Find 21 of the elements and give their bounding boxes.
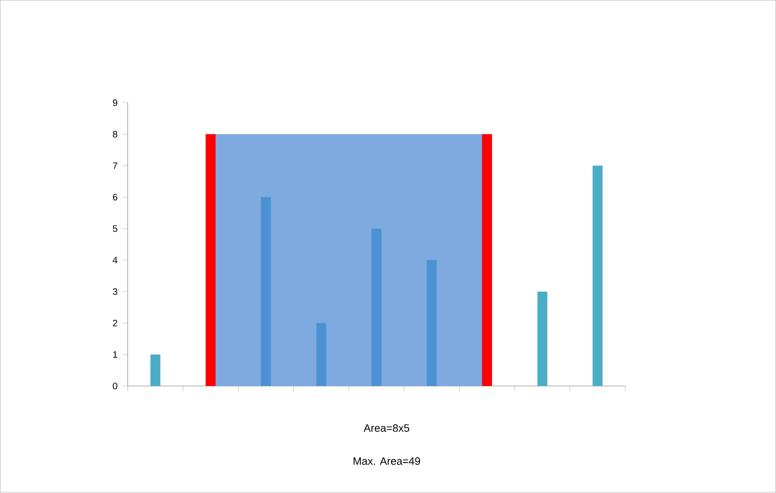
y-tick-label: 8	[112, 131, 118, 138]
y-tick-label: 5	[112, 225, 118, 232]
bar	[371, 228, 382, 386]
y-tick-label: 9	[112, 100, 118, 106]
y-tick-label: 7	[112, 162, 118, 170]
bar	[316, 323, 326, 386]
y-tick-label: 1	[113, 351, 118, 358]
text: Area=8x5	[364, 424, 410, 432]
y-tick-label: 2	[112, 320, 118, 326]
y-tick-label: 6	[112, 194, 118, 201]
y-tick-label: 3	[112, 288, 118, 296]
bar	[150, 354, 160, 386]
y-tick-label: 0	[112, 382, 118, 390]
text: Max. Area=49	[354, 457, 420, 465]
bar	[426, 260, 437, 386]
y-tick-label: 4	[112, 257, 118, 264]
bar	[482, 134, 492, 386]
bar	[260, 197, 271, 386]
bar	[206, 134, 216, 386]
bar	[592, 166, 603, 386]
bar	[537, 292, 548, 386]
